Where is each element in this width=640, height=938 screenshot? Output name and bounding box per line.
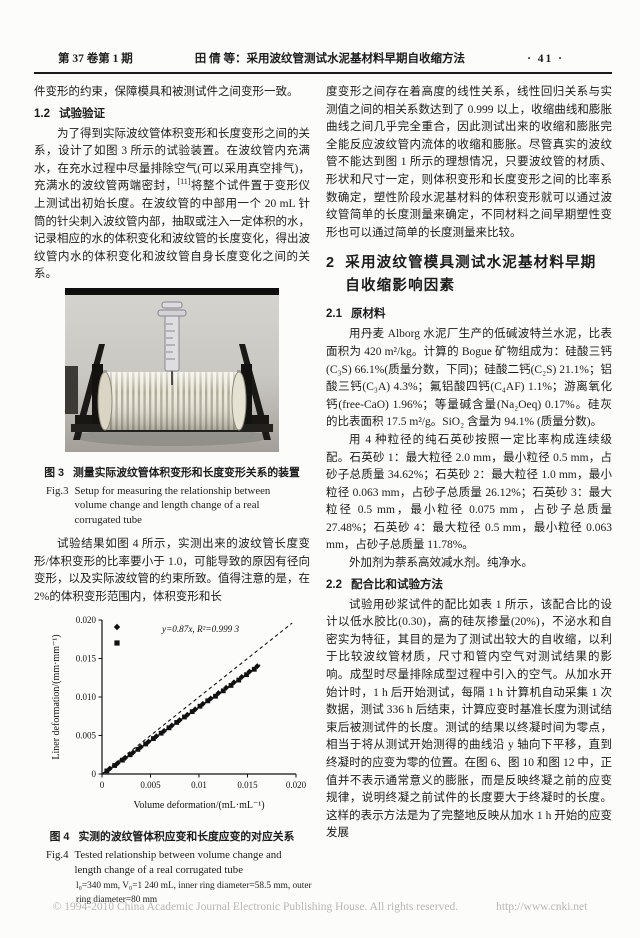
svg-text:0.020: 0.020 (76, 615, 97, 625)
svg-text:0: 0 (92, 769, 97, 779)
paragraph: 试验用砂浆试件的配比如表 1 所示，该配合比的设计以低水胶比(0.30)，高的硅… (326, 598, 612, 840)
fig4-chart-svg: 0 0.005 0.01 0.015 0.020 0 0.005 0.010 0.015 0.02… (51, 615, 307, 811)
fig4-caption-zh-text: 实测的波纹管体积应变和长度应变的对应关系 (78, 831, 295, 843)
syringe (157, 301, 187, 385)
svg-text:0: 0 (100, 780, 105, 790)
paragraph: 用丹麦 Alborg 水泥厂生产的低碱波特兰水泥，比表面积为 420 m²/kg… (326, 328, 612, 429)
fig3-caption-zh-text: 测量实际波纹管体积变形和长度变形关系的装置 (73, 466, 300, 479)
copyright-text: © 1994-2010 China Academic Journal Elect… (52, 901, 459, 913)
fig4-caption-en-text: Tested relationship between volume chang… (74, 849, 282, 876)
paragraph: 为了得到实际波纹管体积变形和长度变形之间的关系，设计了如图 3 所示的试验装置。… (34, 127, 310, 281)
fig4-caption-zh: 图 4 实测的波纹管体积应变和长度应变的对应关系 (34, 830, 310, 845)
paragraph: 试验结果如图 4 所示，实测出来的波纹管长度变形/体积变形的比率要小于 1.0，… (34, 538, 310, 603)
page-footer: © 1994-2010 China Academic Journal Elect… (0, 901, 640, 913)
heading-number: 1.2 (34, 107, 50, 120)
citation-superscript: [11] (177, 177, 191, 187)
subsection-heading-2-2: 2.2 配合比和试验方法 (326, 577, 612, 594)
fig4-caption-en: Fig.4 Tested relationship between volume… (46, 848, 298, 877)
paragraph: 度变形之间存在着高度的线性关系，线性回归关系与实测值之间的相关系数达到了 0.9… (326, 86, 612, 239)
heading-label: 原材料 (351, 308, 386, 321)
volume-issue: 第 37 卷第 1 期 (58, 53, 133, 65)
heading-label: 采用波纹管模具测试水泥基材料早期自收缩影响因素 (345, 255, 597, 295)
section-heading-2: 2 采用波纹管模具测试水泥基材料早期自收缩影响因素 (326, 252, 612, 298)
paragraph: 外加剂为萘系高效减水剂。纯净水。 (349, 557, 533, 570)
fig4-label-en: Fig.4 (46, 849, 69, 861)
svg-text:Liner deformation/(mm·mm⁻¹): Liner deformation/(mm·mm⁻¹) (51, 635, 62, 760)
heading-number: 2.1 (326, 308, 342, 321)
fig3-caption-zh: 图 3 测量实际波纹管体积变形和长度变形关系的装置 (34, 466, 310, 481)
running-title: 田 倩 等：采用波纹管测试水泥基材料早期自收缩方法 (194, 53, 466, 65)
page-number: · 41 · (527, 53, 564, 65)
fig4-chart: 0 0.005 0.01 0.015 0.020 0 0.005 0.010 0.015 0.02… (46, 610, 310, 823)
background-object (65, 365, 78, 414)
svg-text:0.020: 0.020 (286, 780, 307, 790)
page-header: 第 37 卷第 1 期 田 倩 等：采用波纹管测试水泥基材料早期自收缩方法 · … (34, 50, 612, 74)
figure-3: 图 3 测量实际波纹管体积变形和长度变形关系的装置 Fig.3 Setup fo… (34, 287, 310, 528)
photo-top-strip (65, 287, 279, 295)
fig3-label-en: Fig.3 (46, 484, 69, 497)
subsection-heading-1-2: 1.2 试验验证 (34, 106, 310, 123)
figure-4: 0 0.005 0.01 0.015 0.020 0 0.005 0.010 0.015 0.02… (34, 610, 312, 907)
svg-text:Volume deformation/(mL·mL⁻¹): Volume deformation/(mL·mL⁻¹) (133, 800, 264, 811)
paragraph: 用 4 种粒径的纯石英砂按照一定比率构成连续级配。石英砂 1：最大粒径 2.0 … (326, 433, 612, 552)
left-column: 件变形的约束，保障模具和被测试件之间变形一致。 1.2 试验验证 为了得到实际波… (34, 84, 312, 907)
heading-label: 试验验证 (59, 107, 105, 120)
paragraph: 件变形的约束，保障模具和被测试件之间变形一致。 (34, 86, 299, 98)
fig3-label-zh: 图 3 (44, 466, 65, 479)
fig3-photo (65, 287, 279, 459)
svg-text:0.005: 0.005 (140, 780, 161, 790)
footer-url: http://www.cnki.net (496, 901, 588, 913)
fig3-photo-svg (65, 287, 279, 452)
right-column: 度变形之间存在着高度的线性关系，线性回归关系与实测值之间的相关系数达到了 0.9… (326, 84, 612, 843)
heading-label: 配合比和试验方法 (351, 578, 443, 591)
svg-text:0.005: 0.005 (76, 731, 97, 741)
svg-text:y=0.87x, R²=0.999 3: y=0.87x, R²=0.999 3 (161, 624, 240, 634)
subsection-heading-2-1: 2.1 原材料 (326, 306, 612, 323)
svg-text:0.015: 0.015 (76, 654, 97, 664)
fig3-caption-en: Fig.3 Setup for measuring the relationsh… (46, 484, 298, 528)
heading-number: 2 (326, 255, 336, 272)
svg-text:0.010: 0.010 (76, 692, 97, 702)
fig4-label-zh: 图 4 (49, 831, 70, 843)
svg-text:0.01: 0.01 (191, 780, 207, 790)
svg-text:0.015: 0.015 (237, 780, 258, 790)
fig3-caption-en-text: Setup for measuring the relationship bet… (74, 484, 271, 526)
heading-number: 2.2 (326, 578, 342, 591)
fig4-note: l₀=340 mm, V₀=1 240 mL, inner ring diame… (76, 881, 312, 905)
